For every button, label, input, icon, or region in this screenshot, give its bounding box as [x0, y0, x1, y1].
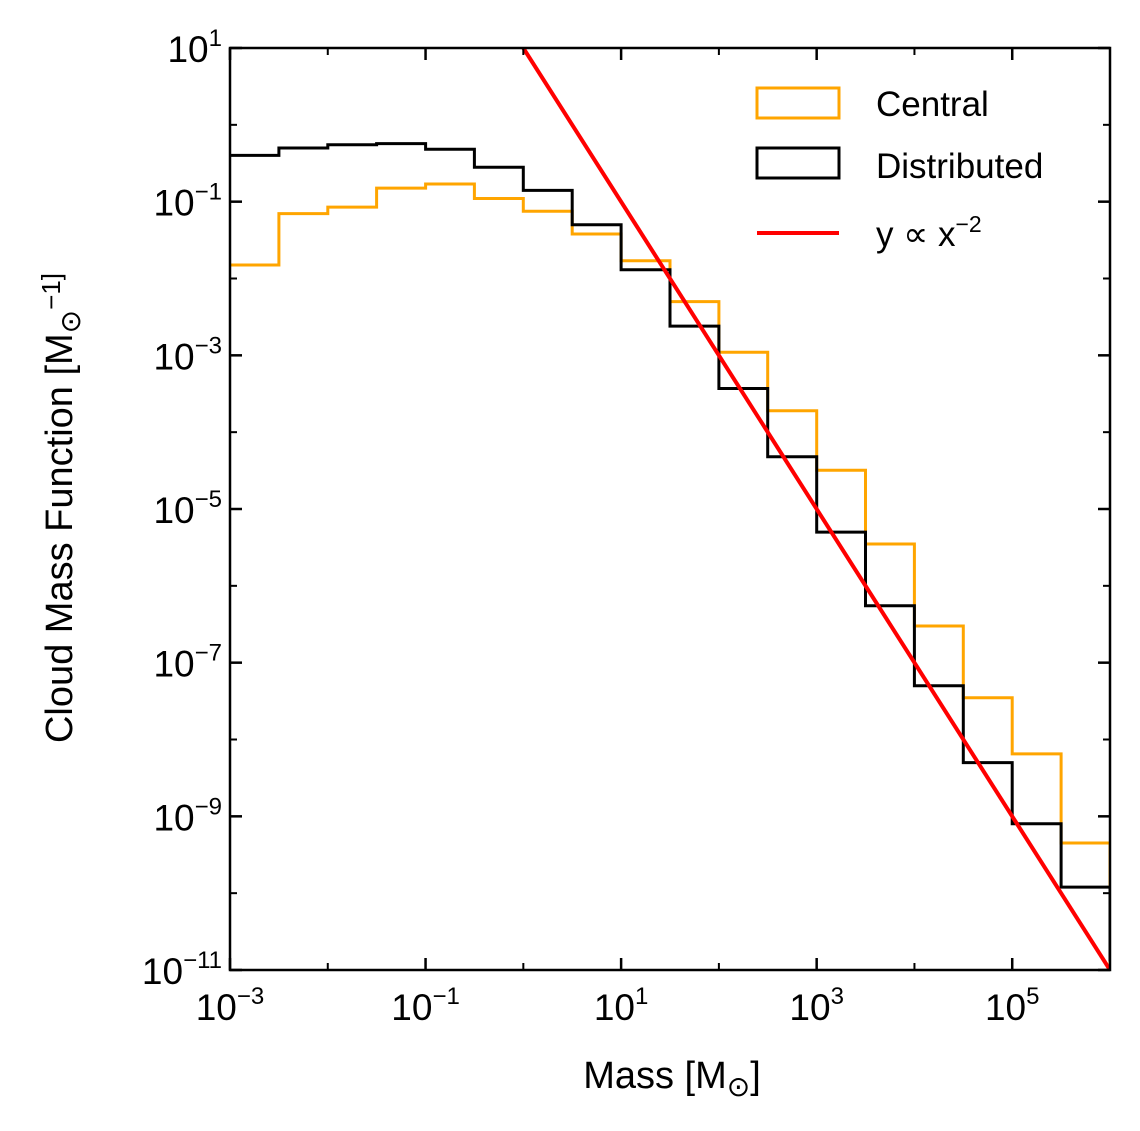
- y-tick-label: 10−7: [153, 640, 222, 685]
- legend-entry-power-law: y ∝ x−2: [757, 211, 982, 254]
- y-tick-label: 10−11: [142, 947, 222, 992]
- y-tick-label: 10−1: [153, 179, 222, 224]
- x-tick-label: 101: [594, 983, 649, 1028]
- y-tick-label: 101: [167, 25, 222, 70]
- legend-entry-distributed: Distributed: [755, 146, 1043, 186]
- y-axis-sun-symbol: ⊙: [55, 310, 86, 333]
- legend-label-power-law: y ∝ x−2: [876, 211, 982, 254]
- x-axis-title: Mass [M⊙]: [583, 1055, 761, 1102]
- plot-background: [230, 48, 1110, 970]
- legend-label-distributed: Distributed: [876, 147, 1043, 186]
- tick-layer: 10−3 10−1 101 103 105 10−11 10−9 10−7 10−5 10−3 10…: [142, 25, 1111, 1028]
- x-axis-sun-symbol: ⊙: [727, 1071, 750, 1102]
- y-tick-label: 10−9: [153, 793, 222, 838]
- x-tick-label: 10−1: [391, 983, 460, 1028]
- x-tick-label: 105: [985, 983, 1040, 1028]
- y-axis-title: Cloud Mass Function [M⊙−1]: [36, 273, 86, 743]
- legend-label-power-law-text: y ∝ x: [876, 215, 956, 254]
- legend-label-power-law-exp: −2: [955, 211, 981, 237]
- legend-swatch-central: [755, 86, 841, 120]
- series-power-law-line: [521, 48, 1110, 970]
- y-axis-title-text: Cloud Mass Function [M: [39, 333, 81, 743]
- x-tick-label: 10−3: [196, 983, 265, 1028]
- legend: Central Distributed y ∝ x−2: [755, 85, 1043, 254]
- y-tick-label: 10−5: [153, 486, 222, 531]
- y-axis-title-suffix: −1]: [36, 273, 66, 310]
- legend-label-central: Central: [876, 85, 989, 124]
- x-axis-title-text: Mass [M: [583, 1055, 727, 1097]
- x-tick-label: 103: [789, 983, 844, 1028]
- x-axis-title-suffix: ]: [750, 1055, 761, 1097]
- y-tick-label: 10−3: [153, 332, 222, 377]
- series-distributed-step: [230, 142, 1110, 962]
- series-layer: [230, 48, 1110, 970]
- legend-swatch-distributed: [755, 146, 841, 180]
- legend-entry-central: Central: [755, 85, 989, 124]
